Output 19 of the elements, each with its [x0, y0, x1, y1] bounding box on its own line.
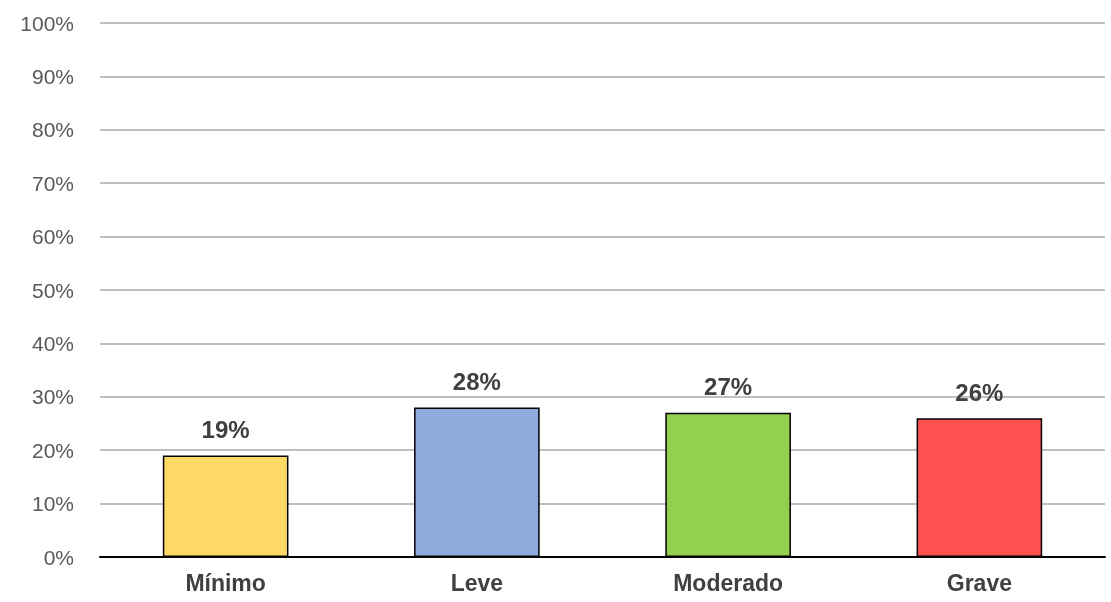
y-tick-label: 60% [31, 225, 74, 249]
data-label: 28% [452, 367, 501, 395]
y-tick-label: 40% [31, 331, 74, 355]
data-label: 19% [201, 416, 250, 444]
x-tick-label: Leve [450, 569, 504, 596]
y-tick-label: 10% [31, 492, 74, 516]
x-tick-label: Moderado [673, 569, 784, 596]
y-tick-label: 100% [20, 11, 74, 35]
y-tick-label: 50% [31, 278, 74, 302]
y-tick-label: 70% [31, 171, 74, 195]
data-label: 27% [704, 373, 753, 401]
x-tick-label: Grave [946, 569, 1012, 596]
y-tick-label: 90% [31, 64, 74, 88]
y-tick-label: 0% [43, 545, 74, 569]
y-tick-label: 80% [31, 118, 74, 142]
y-tick-label: 20% [31, 438, 74, 462]
data-label: 26% [955, 378, 1004, 406]
y-tick-label: 30% [31, 385, 74, 409]
x-tick-label: Mínimo [185, 569, 266, 596]
